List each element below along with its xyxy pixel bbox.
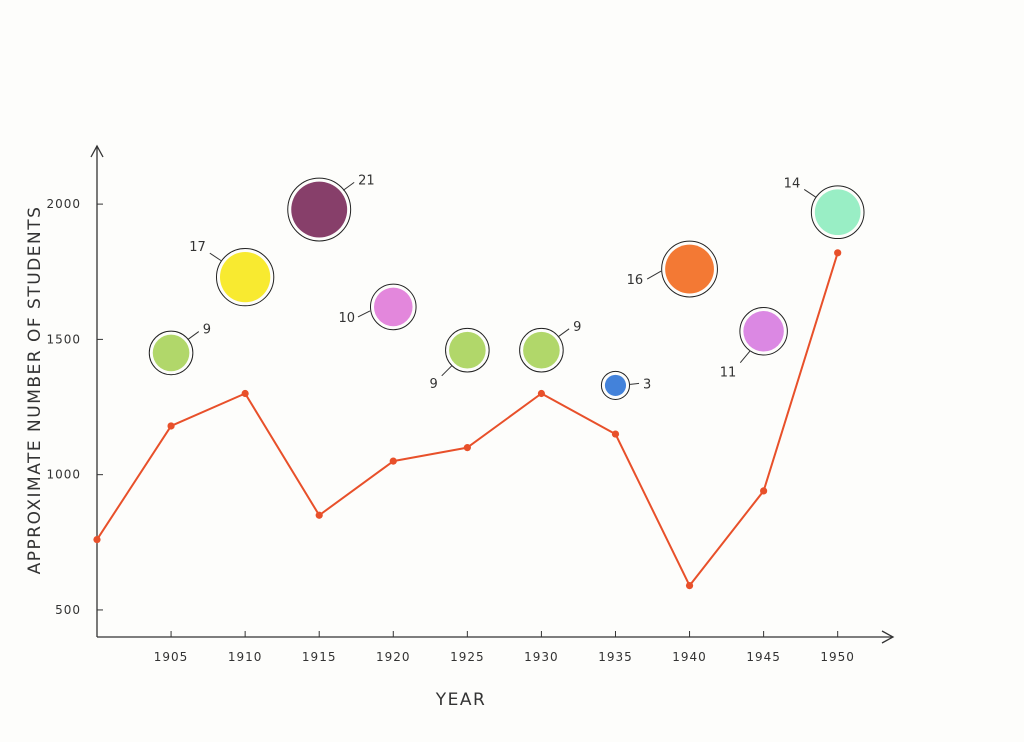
y-tick-label: 1000 [46,468,81,482]
bubble-fill [219,252,271,303]
y-axis-title: APPROXIMATE NUMBER OF STUDENTS [25,206,45,575]
x-tick-label: 1935 [598,650,633,664]
bubble-value-label: 11 [720,366,737,381]
bubble-leader [739,350,751,363]
bubble: 21 [287,173,375,242]
bubble: 14 [784,176,865,240]
bubble-value-label: 17 [189,240,206,255]
bubble-fill [665,244,714,294]
bubble-leader [187,331,200,340]
bubble-fill [743,311,784,352]
data-point [315,511,323,519]
bubble-value-label: 9 [203,323,211,338]
bubble-fill [523,331,560,369]
series [93,249,842,590]
bubble-fill [449,331,486,369]
data-point [611,430,620,438]
data-point [167,422,175,430]
bubble-leader [629,382,640,385]
data-point [834,249,842,257]
x-tick-label: 1930 [524,650,559,664]
bubble-leader [803,189,817,198]
bubble-leader [557,328,570,338]
x-tick-label: 1925 [450,650,485,664]
bubble: 3 [600,370,651,400]
data-point [93,536,101,544]
x-axis-arrow [881,630,895,644]
bubble: 9 [429,327,490,392]
bubble-outline [600,370,631,400]
bubble-leader [209,252,223,262]
bubble: 17 [189,240,275,307]
bubble-value-label: 3 [643,377,651,392]
data-point [685,581,694,590]
bubble: 9 [519,320,581,373]
bubbles: 9 17 21 10 9 9 3 16 11 14 [148,173,865,400]
bubble-outline [739,307,788,356]
bubble: 10 [338,283,417,331]
bubble: 9 [148,323,211,376]
bubble-leader [441,365,453,377]
x-tick-label: 1920 [376,650,411,664]
x-tick-label: 1940 [672,650,707,664]
bubble-leader [342,181,355,191]
bubble-value-label: 21 [358,173,375,188]
bubble-leader [646,270,662,280]
data-point [241,389,249,398]
bubble-value-label: 9 [573,320,581,335]
data-point [389,457,397,465]
bubble-fill [604,374,627,396]
x-axis-title: YEAR [435,690,487,710]
bubble-outline [369,283,417,331]
data-point [463,444,471,452]
x-tick-label: 1910 [228,650,263,664]
bubble-fill [152,334,190,372]
bubble-outline [519,327,564,373]
bubble: 16 [627,240,718,298]
x-tick-label: 1950 [820,650,855,664]
bubble-fill [373,287,413,327]
bubble-value-label: 10 [338,311,355,326]
bubble-outline [215,248,275,307]
bubble-value-label: 14 [784,176,801,191]
bubble-outline [287,177,352,242]
data-point [760,487,768,495]
data-point [537,389,546,398]
series-line [96,252,839,587]
y-tick-label: 500 [55,603,81,617]
bubble-outline [445,327,490,373]
axes [90,144,895,644]
bubble-outline [148,330,194,376]
y-tick-label: 2000 [46,197,81,211]
bubble-leader [357,310,371,318]
y-tick-label: 1500 [46,332,81,346]
x-tick-label: 1945 [746,650,781,664]
ticks: 1905 1910 1915 1920 1925 1930 1935 1940 1945 1950… [46,197,855,664]
bubble-fill [814,189,861,236]
bubble-outline [661,240,718,298]
bubble-value-label: 16 [627,273,644,288]
y-axis-arrow [90,144,104,158]
bubble-fill [291,181,348,238]
bubble: 11 [720,307,788,381]
x-tick-label: 1915 [302,650,337,664]
x-tick-label: 1905 [154,650,189,664]
bubble-value-label: 9 [429,377,437,392]
bubble-outline [810,185,865,240]
